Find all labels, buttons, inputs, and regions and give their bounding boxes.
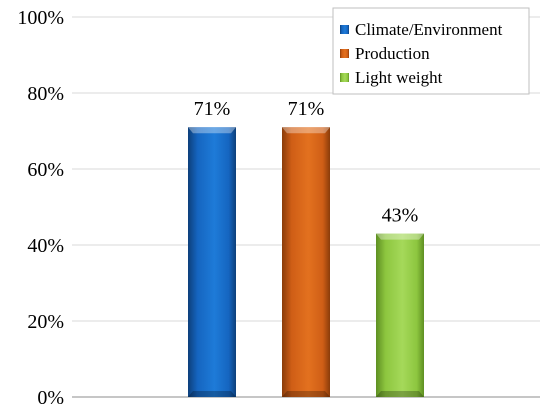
data-label: 71% [288,98,325,120]
bar-body [282,127,330,397]
y-tick-label: 100% [17,7,64,29]
data-labels: 71% 71% 43% [194,98,419,226]
y-tick-label: 80% [27,83,64,105]
y-tick-label: 40% [27,235,64,257]
legend-label: Light weight [355,68,443,87]
legend: Climate/Environment Production Light weigh… [332,7,530,95]
legend-swatch [340,25,349,34]
legend-box [332,7,530,95]
legend-label: Production [355,44,430,63]
legend-label: Climate/Environment [355,20,503,39]
bar-body [188,127,236,397]
bar-top-bevel [188,127,236,134]
bar-bottom-bevel [376,391,424,397]
y-tick-label: 20% [27,311,64,333]
y-axis-tick-labels: 0% 20% 40% 60% 80% 100% [17,7,64,409]
legend-swatch [340,73,349,82]
data-label: 43% [382,205,419,227]
bar-bottom-bevel [188,391,236,397]
bar-2 [282,127,330,397]
bars [188,127,424,397]
y-tick-label: 60% [27,159,64,181]
data-label: 71% [194,98,231,120]
bar-3 [376,233,424,397]
legend-swatch [340,49,349,58]
bar-1 [188,127,236,397]
bar-bottom-bevel [282,391,330,397]
bar-top-bevel [376,233,424,240]
bar-top-bevel [282,127,330,134]
bar-body [376,233,424,397]
y-tick-label: 0% [37,387,64,409]
